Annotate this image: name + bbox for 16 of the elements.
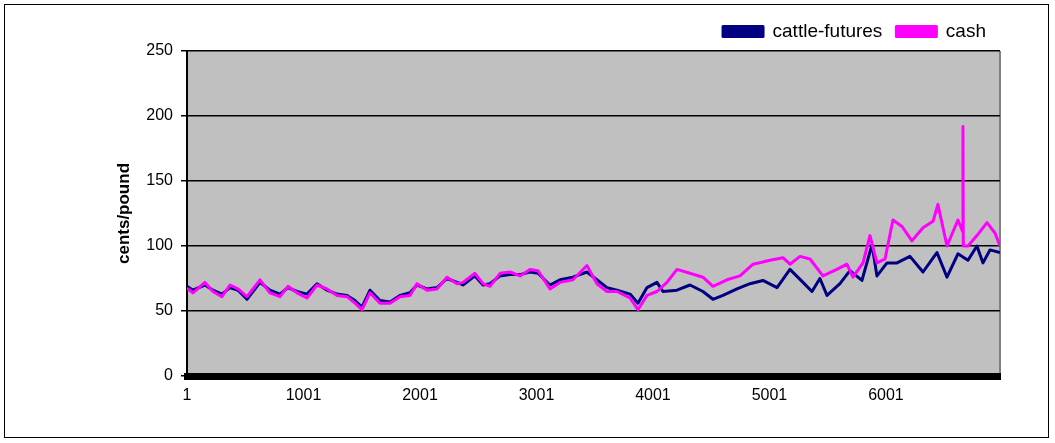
y-tick-label: 250 bbox=[146, 41, 174, 59]
legend-label: cash bbox=[945, 19, 987, 41]
x-tick-label: 6001 bbox=[868, 386, 904, 404]
y-axis-title: cents/pound bbox=[113, 162, 133, 265]
x-tick-label: 1 bbox=[182, 386, 192, 404]
y-tick-label: 200 bbox=[146, 106, 174, 124]
x-tick-label: 5001 bbox=[751, 386, 788, 404]
y-tick-label: 50 bbox=[155, 301, 174, 319]
y-tick-label: 150 bbox=[146, 171, 174, 189]
x-tick-label: 1001 bbox=[285, 386, 322, 404]
y-tick-label: 100 bbox=[146, 236, 174, 254]
x-tick-label: 3001 bbox=[518, 386, 555, 404]
x-tick-label: 4001 bbox=[635, 386, 671, 404]
x-tick-label: 2001 bbox=[402, 386, 438, 404]
legend-label: cattle-futures bbox=[772, 19, 883, 41]
y-tick-label: 0 bbox=[164, 366, 174, 384]
